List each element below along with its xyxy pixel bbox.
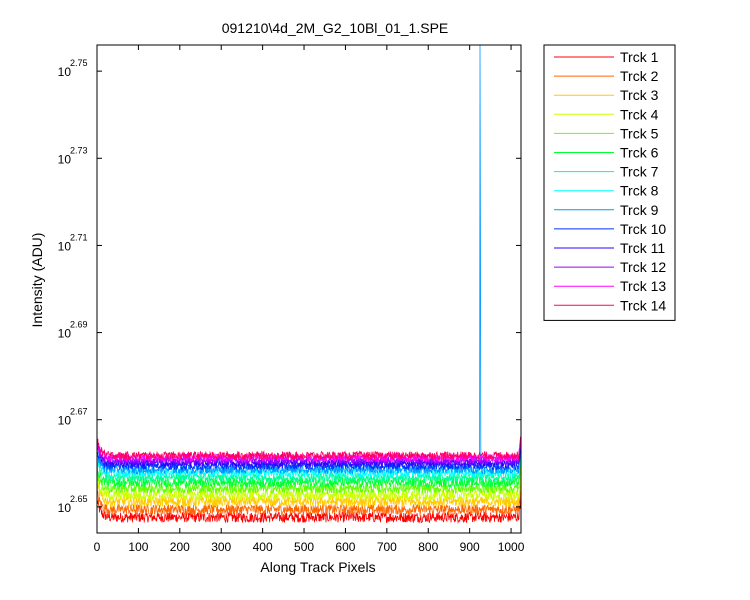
- x-tick-label: 0: [94, 540, 101, 554]
- series-line-trck-4: [97, 477, 521, 502]
- series-line-trck-2: [97, 490, 521, 516]
- x-axis: 0 100 200 300 400 500 600 700 800 900 1000: [94, 45, 525, 554]
- chart-title: 091210\4d_2M_G2_10Bl_01_1.SPE: [222, 20, 449, 36]
- y-tick-label-exponent: 2.69: [70, 320, 88, 330]
- series-line-trck-7: [97, 455, 521, 483]
- y-tick-label-base: 10: [58, 327, 72, 341]
- series-line-trck-6: [97, 461, 521, 489]
- series-line-trck-3: [97, 481, 521, 509]
- y-tick-label-exponent: 2.71: [70, 232, 88, 242]
- legend-label: Trck 9: [620, 202, 659, 218]
- series-line-trck-1: [97, 496, 521, 524]
- y-tick-label-exponent: 2.73: [70, 145, 88, 155]
- series-line-trck-14: [97, 436, 521, 461]
- x-tick-label: 200: [170, 540, 190, 554]
- y-tick-label-exponent: 2.67: [70, 407, 88, 417]
- y-tick-label-base: 10: [58, 152, 72, 166]
- x-axis-label: Along Track Pixels: [260, 559, 375, 575]
- legend-label: Trck 14: [620, 297, 666, 313]
- x-tick-label: 500: [294, 540, 314, 554]
- series-line-trck-8: [97, 456, 521, 478]
- legend-box: [543, 44, 676, 321]
- legend-label: Trck 3: [620, 87, 659, 103]
- legend-label: Trck 10: [620, 221, 666, 237]
- x-tick-label: 100: [128, 540, 148, 554]
- legend-label: Trck 1: [620, 49, 659, 65]
- x-tick-label: 600: [335, 540, 355, 554]
- series-layer: [97, 45, 521, 524]
- legend-label: Trck 8: [620, 183, 659, 199]
- legend-label: Trck 2: [620, 68, 659, 84]
- legend-label: Trck 4: [620, 106, 659, 122]
- legend-label: Trck 7: [620, 164, 659, 180]
- x-tick-label: 900: [460, 540, 480, 554]
- series-line-trck-9: [97, 45, 521, 476]
- plot-area-frame: [96, 44, 522, 534]
- y-tick-label-base: 10: [58, 239, 72, 253]
- y-tick-label-base: 10: [58, 501, 72, 515]
- x-tick-label: 700: [377, 540, 397, 554]
- y-tick-label-exponent: 2.65: [70, 494, 88, 504]
- y-tick-label-base: 10: [58, 65, 72, 79]
- legend-label: Trck 11: [620, 240, 665, 256]
- legend-label: Trck 5: [620, 125, 659, 141]
- x-tick-label: 800: [418, 540, 438, 554]
- legend-label: Trck 12: [620, 259, 666, 275]
- legend: Trck 1 Trck 2 Trck 3 Trck 4 Trck 5 Trck 6 Trck…: [543, 44, 676, 321]
- legend-label: Trck 13: [620, 278, 666, 294]
- x-tick-label: 1000: [498, 540, 525, 554]
- x-tick-label: 300: [211, 540, 231, 554]
- y-axis-label: Intensity (ADU): [29, 233, 45, 328]
- legend-label: Trck 6: [620, 145, 659, 161]
- y-tick-label-exponent: 2.75: [70, 58, 88, 68]
- y-tick-label-base: 10: [58, 414, 72, 428]
- x-tick-label: 400: [253, 540, 273, 554]
